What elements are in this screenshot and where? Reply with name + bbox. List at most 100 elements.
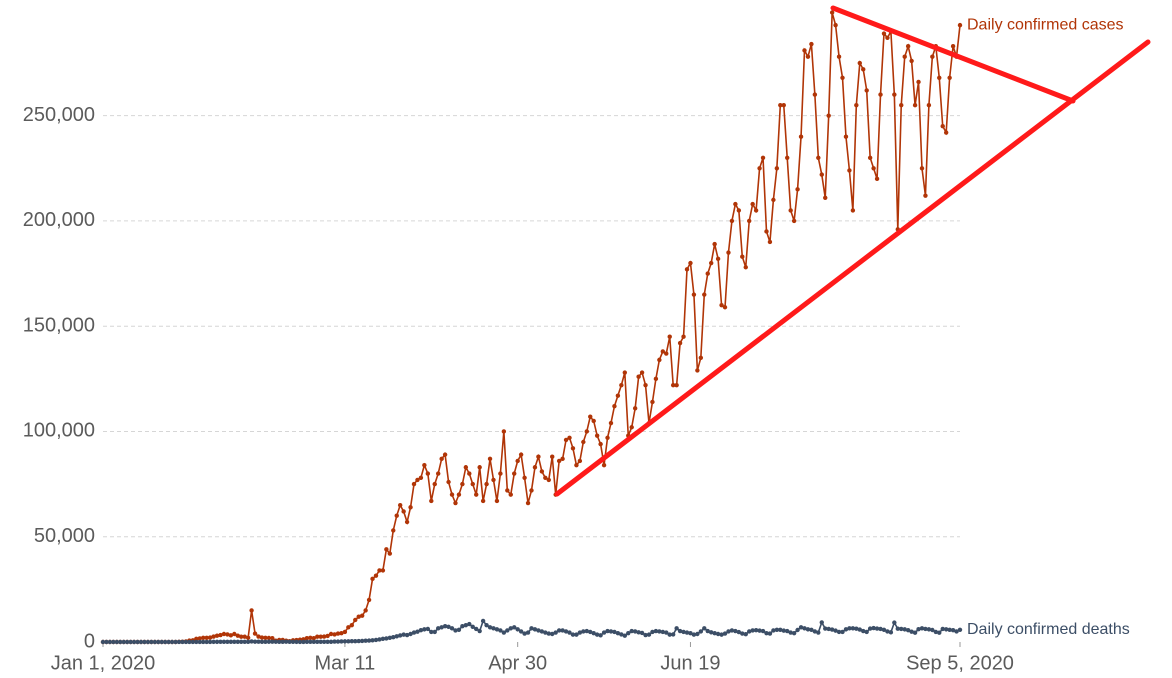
- x-tick-label: Jan 1, 2020: [51, 652, 156, 674]
- x-tick-label: Apr 30: [488, 652, 547, 674]
- data-point: [667, 632, 672, 637]
- data-point: [905, 628, 911, 633]
- data-point: [888, 630, 894, 635]
- data-point: [453, 500, 458, 506]
- data-point: [719, 632, 724, 637]
- data-point: [622, 370, 628, 375]
- data-point: [823, 626, 828, 631]
- data-point: [245, 639, 251, 644]
- data-point: [218, 639, 223, 645]
- data-point: [771, 197, 776, 203]
- data-point: [584, 429, 589, 434]
- data-point: [643, 382, 648, 388]
- data-point: [795, 627, 800, 633]
- data-point: [899, 626, 904, 632]
- data-point: [325, 633, 330, 639]
- data-point: [356, 614, 361, 619]
- data-point: [384, 547, 389, 552]
- data-point: [684, 630, 690, 635]
- data-point: [435, 471, 441, 476]
- data-point: [232, 639, 237, 645]
- data-point: [373, 637, 379, 643]
- data-point: [681, 629, 686, 635]
- data-point: [290, 639, 296, 645]
- data-point: [677, 340, 683, 346]
- data-point: [729, 218, 735, 224]
- data-point: [273, 639, 278, 644]
- data-point: [415, 629, 420, 634]
- data-point: [802, 626, 807, 631]
- data-point: [850, 626, 856, 631]
- data-point: [930, 627, 935, 633]
- data-point: [892, 620, 897, 625]
- data-point: [263, 639, 268, 644]
- data-point: [836, 629, 842, 635]
- data-point: [629, 628, 634, 634]
- data-point: [829, 627, 835, 632]
- data-point: [384, 636, 389, 641]
- data-point: [743, 632, 748, 637]
- data-point: [525, 630, 531, 635]
- data-point: [823, 195, 828, 200]
- data-point: [588, 414, 593, 419]
- data-point: [570, 632, 576, 637]
- data-point: [239, 634, 244, 639]
- data-point: [518, 452, 524, 457]
- data-point: [294, 639, 299, 645]
- data-point: [957, 22, 963, 28]
- data-point: [695, 631, 700, 637]
- data-point: [923, 193, 928, 198]
- data-point: [563, 437, 569, 443]
- data-point: [339, 630, 344, 636]
- data-point: [854, 626, 859, 631]
- data-point: [318, 634, 323, 639]
- data-point: [705, 271, 710, 276]
- data-point: [895, 626, 900, 631]
- data-point: [287, 639, 292, 645]
- data-point: [442, 624, 448, 629]
- data-point: [111, 639, 116, 645]
- data-point: [221, 639, 227, 645]
- data-point: [332, 632, 337, 637]
- data-point: [156, 639, 161, 645]
- data-point: [857, 60, 862, 66]
- data-point: [107, 639, 113, 645]
- data-point: [487, 625, 493, 630]
- data-point: [474, 492, 479, 497]
- data-point: [899, 102, 904, 108]
- data-point: [937, 75, 942, 80]
- data-point: [778, 627, 783, 632]
- data-point: [460, 624, 465, 629]
- data-point: [308, 639, 313, 645]
- support-trend-line: [554, 39, 1151, 497]
- data-point: [809, 627, 814, 632]
- data-point: [653, 628, 659, 634]
- data-point: [512, 625, 517, 630]
- data-point: [767, 239, 773, 245]
- data-point: [543, 475, 548, 480]
- data-point: [498, 628, 503, 633]
- data-point: [394, 513, 399, 518]
- data-point: [249, 608, 254, 613]
- data-point: [508, 626, 513, 631]
- data-point: [847, 626, 852, 631]
- data-point: [529, 626, 534, 631]
- data-point: [391, 634, 396, 640]
- data-point: [912, 630, 918, 635]
- data-point: [377, 637, 382, 642]
- data-point: [460, 481, 465, 487]
- data-point: [159, 639, 164, 645]
- data-point: [715, 256, 721, 262]
- data-point: [567, 630, 572, 635]
- data-point: [615, 393, 621, 398]
- data-point: [577, 630, 583, 635]
- data-point: [632, 629, 638, 634]
- data-point: [605, 628, 610, 634]
- data-point: [850, 208, 856, 213]
- data-point: [422, 462, 427, 468]
- data-point: [733, 628, 738, 634]
- data-point: [114, 639, 120, 645]
- data-point: [712, 630, 717, 636]
- data-point: [470, 624, 475, 630]
- resistance-trend-line: [830, 5, 1076, 104]
